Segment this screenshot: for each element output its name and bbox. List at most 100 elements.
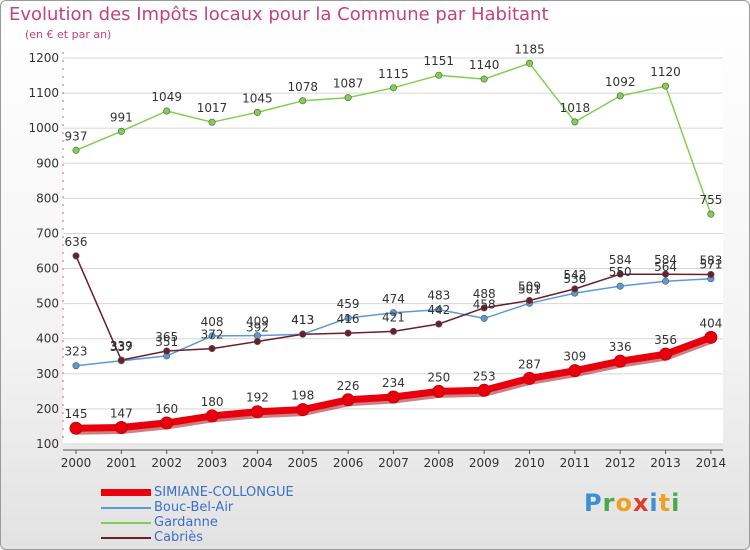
data-label: 530 xyxy=(563,272,586,286)
data-label: 226 xyxy=(337,379,360,393)
chart-subtitle: (en € et par an) xyxy=(25,28,112,41)
data-label: 1049 xyxy=(151,90,182,104)
data-label: 180 xyxy=(201,395,224,409)
x-tick-label: 2003 xyxy=(197,456,228,470)
data-point xyxy=(163,107,171,115)
data-label: 234 xyxy=(382,376,405,390)
y-tick-label: 200 xyxy=(36,402,59,416)
data-point xyxy=(389,309,397,317)
x-tick-label: 2006 xyxy=(333,456,364,470)
data-point xyxy=(525,296,533,304)
x-tick-label: 2000 xyxy=(61,456,92,470)
data-point xyxy=(704,330,718,344)
legend-swatch xyxy=(101,489,151,496)
data-label: 421 xyxy=(382,310,405,324)
y-tick-label: 1000 xyxy=(28,121,59,135)
data-label: 253 xyxy=(473,369,496,383)
proxiti-logo: Proxiti xyxy=(584,489,681,517)
legend-item: Bouc-Bel-Air xyxy=(101,500,294,515)
data-point xyxy=(208,345,216,353)
data-label: 392 xyxy=(246,321,269,335)
data-point xyxy=(571,285,579,293)
data-label: 458 xyxy=(473,297,496,311)
data-label: 1185 xyxy=(514,42,545,56)
data-point xyxy=(435,320,443,328)
data-point xyxy=(613,354,627,368)
legend-item: Cabriès xyxy=(101,530,294,545)
data-label: 192 xyxy=(246,391,269,405)
data-point xyxy=(344,94,352,102)
data-label: 584 xyxy=(609,253,632,267)
data-point xyxy=(160,416,174,430)
data-label: 1078 xyxy=(287,80,318,94)
data-label: 755 xyxy=(699,193,722,207)
data-label: 1092 xyxy=(605,75,636,89)
data-label: 351 xyxy=(155,335,178,349)
legend-item: Gardanne xyxy=(101,515,294,530)
data-label: 323 xyxy=(65,345,88,359)
data-label: 583 xyxy=(699,254,722,268)
data-point xyxy=(205,409,219,423)
data-label: 564 xyxy=(654,260,677,274)
data-label: 501 xyxy=(518,282,541,296)
data-label: 413 xyxy=(291,313,314,327)
x-tick-label: 2013 xyxy=(650,456,681,470)
data-label: 636 xyxy=(65,235,88,249)
legend-item: SIMIANE-COLLONGUE xyxy=(101,485,294,500)
data-label: 1151 xyxy=(424,54,455,68)
legend-swatch xyxy=(101,536,151,539)
data-label: 474 xyxy=(382,292,405,306)
legend-label: Bouc-Bel-Air xyxy=(154,500,234,515)
x-tick-label: 2001 xyxy=(106,456,137,470)
data-label: 1018 xyxy=(560,101,591,115)
data-point xyxy=(616,92,624,100)
data-point xyxy=(208,118,216,126)
data-label: 408 xyxy=(201,315,224,329)
data-point xyxy=(435,71,443,79)
y-tick-label: 1200 xyxy=(28,51,59,65)
data-label: 509 xyxy=(518,279,541,293)
x-tick-label: 2008 xyxy=(424,456,455,470)
data-point xyxy=(386,390,400,404)
data-point xyxy=(344,314,352,322)
data-label: 287 xyxy=(518,357,541,371)
data-point xyxy=(72,362,80,370)
data-label: 483 xyxy=(427,289,450,303)
data-label: 416 xyxy=(337,312,360,326)
data-label: 991 xyxy=(110,110,133,124)
y-tick-label: 400 xyxy=(36,332,59,346)
data-point xyxy=(435,306,443,314)
data-point xyxy=(344,329,352,337)
y-tick-label: 700 xyxy=(36,226,59,240)
data-label: 442 xyxy=(427,303,450,317)
data-point xyxy=(253,338,261,346)
data-point xyxy=(616,270,624,278)
data-point xyxy=(296,403,310,417)
x-tick-label: 2009 xyxy=(469,456,500,470)
data-point xyxy=(480,304,488,312)
data-point xyxy=(117,127,125,135)
data-label: 356 xyxy=(654,333,677,347)
data-point xyxy=(662,270,670,278)
data-point xyxy=(341,393,355,407)
data-point xyxy=(659,347,673,361)
data-label: 1017 xyxy=(197,101,228,115)
legend-label: Cabriès xyxy=(154,530,204,545)
data-point xyxy=(662,82,670,90)
y-tick-label: 1100 xyxy=(28,86,59,100)
y-tick-label: 800 xyxy=(36,191,59,205)
x-tick-label: 2002 xyxy=(151,456,182,470)
data-point xyxy=(707,210,715,218)
data-point xyxy=(662,277,670,285)
plot-area xyxy=(63,52,723,444)
legend-swatch xyxy=(101,521,151,524)
data-label: 1120 xyxy=(650,65,681,79)
data-point xyxy=(480,314,488,322)
data-label: 404 xyxy=(699,316,722,330)
data-point xyxy=(69,421,83,435)
y-tick-label: 500 xyxy=(36,297,59,311)
data-point xyxy=(571,118,579,126)
data-point xyxy=(114,421,128,435)
data-point xyxy=(389,84,397,92)
